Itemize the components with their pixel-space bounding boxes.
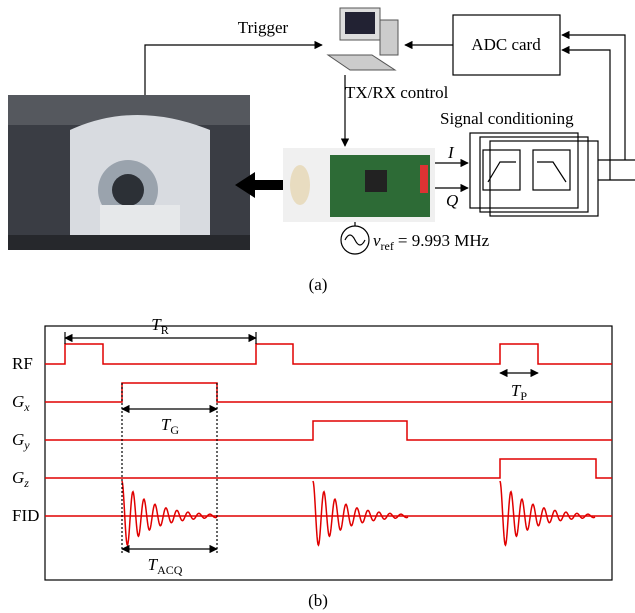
caption-b: (b) — [308, 591, 328, 610]
gz-trace — [45, 458, 612, 479]
caption-a: (a) — [309, 275, 328, 294]
cond-box — [469, 132, 579, 209]
trigger-label: Trigger — [238, 18, 289, 37]
row-label: Gy — [12, 430, 30, 452]
rf-trace — [45, 343, 612, 365]
row-label: FID — [12, 506, 39, 525]
tacq-label: TACQ — [148, 555, 183, 577]
row-label: Gx — [12, 392, 30, 414]
adc-label: ADC card — [471, 35, 541, 54]
frame — [44, 325, 613, 581]
signal-cond-label: Signal conditioning — [440, 109, 574, 128]
trigger-arrow — [144, 40, 323, 95]
computer-icon — [326, 7, 399, 71]
panel-b: RF Gx Gy Gz FID TR TP TG TACQ (b) — [12, 315, 613, 610]
fid-signal — [121, 480, 218, 547]
lowpass-box — [482, 149, 521, 191]
i-label: I — [447, 143, 455, 162]
adc-in — [561, 45, 611, 180]
row-label: Gz — [12, 468, 29, 490]
filter-curve — [537, 161, 567, 183]
gx-trace — [45, 382, 612, 403]
big-arrow — [235, 172, 283, 198]
cond-box-back2 — [489, 140, 599, 217]
fid-signal — [499, 480, 596, 547]
adc-in — [561, 30, 626, 160]
panel-a: ADC card Trigger TX/RX control νref = 9.9… — [8, 7, 635, 294]
mri-photo — [8, 95, 250, 250]
oscillator — [340, 225, 370, 255]
sine-icon — [344, 234, 366, 246]
row-label: RF — [12, 354, 33, 373]
tg-label: TG — [161, 415, 179, 437]
tp-label: TP — [511, 381, 527, 403]
tr-label: TR — [151, 315, 168, 337]
q-label: Q — [446, 191, 458, 210]
txrx-label: TX/RX control — [345, 83, 449, 102]
cond-box-back1 — [479, 136, 589, 213]
gy-trace — [45, 420, 612, 441]
highpass-box — [532, 149, 571, 191]
vref-label: νref = 9.993 MHz — [373, 231, 490, 253]
board-photo — [283, 148, 435, 222]
filter-curve — [487, 161, 516, 183]
fid-signal — [312, 480, 409, 547]
